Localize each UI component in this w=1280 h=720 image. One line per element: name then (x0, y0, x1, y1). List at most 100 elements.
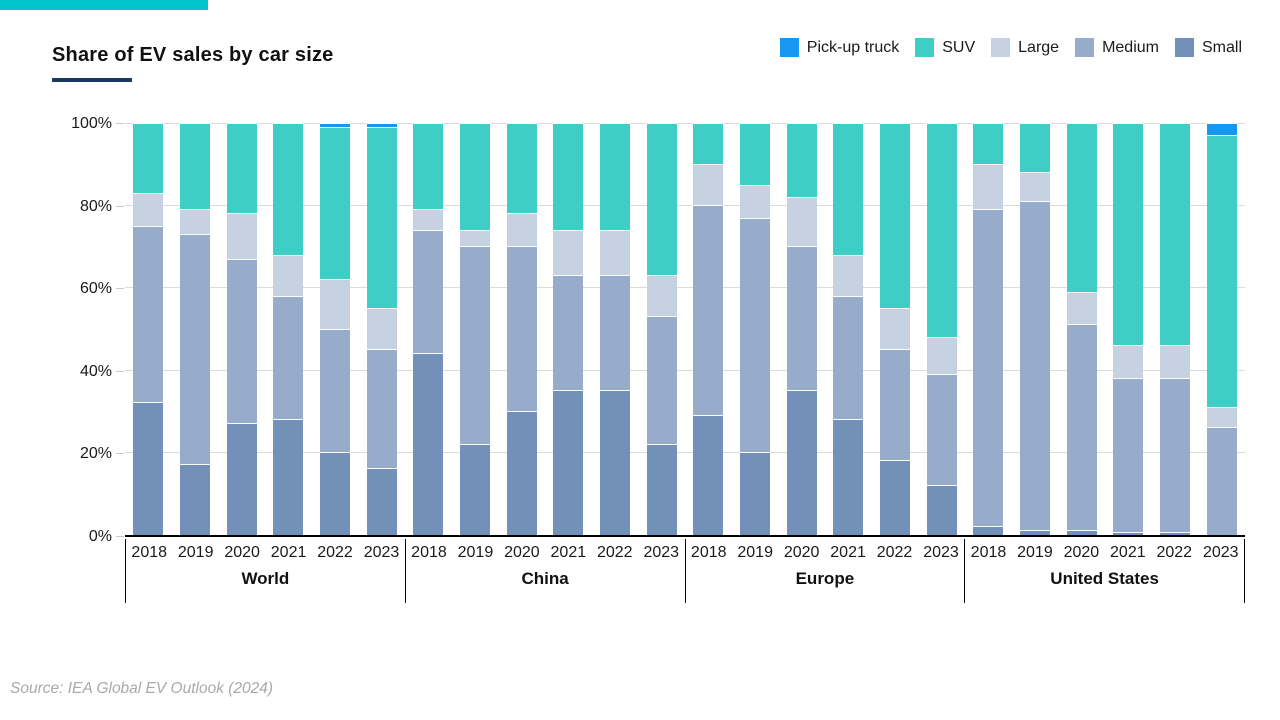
year-label: 2020 (224, 544, 260, 561)
bar-china-2021 (553, 124, 584, 535)
segment-large (226, 214, 257, 260)
segment-medium (179, 234, 210, 466)
bar-europe-2021 (833, 124, 864, 535)
gridline (125, 287, 1245, 289)
segment-large (1019, 173, 1050, 203)
bar-europe-2022 (879, 124, 910, 535)
label-block-united-states: 2018 2019 2020 2021 2022 2023 United States (964, 539, 1245, 603)
segment-medium (973, 210, 1004, 527)
bar-europe-2018 (693, 124, 724, 535)
segment-small (973, 526, 1004, 535)
segment-small (1159, 532, 1190, 535)
gridline (125, 205, 1245, 207)
legend-label: Large (1018, 38, 1060, 56)
segment-medium (879, 350, 910, 462)
suv-swatch-icon (915, 38, 935, 57)
year-label: 2019 (177, 544, 214, 561)
segment-medium (553, 276, 584, 392)
bar-group-united-states (965, 124, 1245, 535)
segment-suv (133, 124, 164, 194)
segment-suv (1066, 124, 1097, 293)
y-tick-label: 0% (88, 528, 112, 545)
gridline (125, 123, 1245, 124)
segment-small (1019, 530, 1050, 535)
segment-suv (693, 124, 724, 166)
segment-medium (413, 230, 444, 355)
legend-label: Medium (1102, 38, 1159, 56)
segment-suv (599, 124, 630, 231)
segment-small (693, 415, 724, 535)
year-label: 2023 (923, 544, 959, 561)
group-label: China (521, 569, 569, 588)
years-row: 2018 2019 2020 2021 2022 2023 (965, 544, 1244, 562)
bar-china-2018 (413, 124, 444, 535)
group-label: Europe (795, 569, 855, 588)
segment-small (413, 354, 444, 535)
segment-small (179, 465, 210, 535)
segment-suv (879, 124, 910, 309)
years-row: 2018 2019 2020 2021 2022 2023 (126, 544, 405, 562)
y-tick-mark-icon (116, 453, 124, 455)
label-block-world: 2018 2019 2020 2021 2022 2023 World (125, 539, 405, 603)
segment-medium (226, 259, 257, 425)
segment-large (506, 214, 537, 248)
year-label: 2018 (131, 544, 168, 561)
year-label: 2021 (1110, 544, 1146, 561)
segment-large (413, 210, 444, 231)
year-label: 2020 (1063, 544, 1100, 561)
y-tick-label: 100% (71, 115, 112, 132)
bar-world-2021 (273, 124, 304, 535)
bar-world-2019 (179, 124, 210, 535)
y-tick-mark-icon (116, 288, 124, 290)
segment-large (833, 255, 864, 297)
segment-large (1159, 345, 1190, 379)
segment-small (739, 452, 770, 535)
bar-united-states-2022 (1159, 124, 1190, 535)
y-tick-mark-icon (116, 370, 124, 372)
bar-europe-2020 (786, 124, 817, 535)
legend-item-small: Small (1174, 38, 1242, 57)
bar-world-2018 (133, 124, 164, 535)
segment-medium (646, 317, 677, 445)
segment-medium (926, 374, 957, 486)
segment-medium (1113, 378, 1144, 533)
segment-medium (1066, 325, 1097, 531)
page-title: Share of EV sales by car size (52, 44, 334, 66)
label-block-china: 2018 2019 2020 2021 2022 2023 China (404, 539, 685, 603)
year-label: 2019 (1017, 544, 1053, 561)
segment-medium (599, 276, 630, 392)
segment-small (1066, 530, 1097, 535)
segment-large (693, 165, 724, 207)
segment-suv (553, 124, 584, 231)
segment-medium (133, 226, 164, 404)
medium-swatch-icon (1075, 38, 1095, 57)
year-label: 2022 (317, 544, 353, 561)
segment-small (133, 403, 164, 535)
segment-small (226, 424, 257, 535)
legend-item-pickup-truck: Pick-up truck (779, 38, 899, 57)
year-label: 2022 (1156, 544, 1193, 561)
y-tick-label: 60% (79, 280, 112, 298)
segment-small (366, 469, 397, 535)
legend-item-medium: Medium (1075, 38, 1159, 57)
segment-suv (926, 124, 957, 338)
y-tick-label: 20% (79, 445, 112, 463)
segment-medium (506, 247, 537, 412)
segment-large (1066, 292, 1097, 326)
segment-medium (693, 206, 724, 416)
y-tick-label: 80% (79, 197, 112, 215)
bar-europe-2019 (739, 124, 770, 535)
segment-medium (366, 350, 397, 470)
year-label: 2021 (550, 544, 587, 561)
bar-china-2019 (459, 124, 490, 535)
segment-small (1113, 532, 1144, 535)
year-label: 2023 (1202, 544, 1239, 561)
segment-large (179, 210, 210, 235)
bar-world-2023 (366, 124, 397, 535)
segment-suv (459, 124, 490, 231)
legend-label: Small (1201, 38, 1242, 56)
segment-large (646, 276, 677, 318)
segment-pick-up-truck (1206, 124, 1237, 137)
bar-china-2023 (646, 124, 677, 535)
segment-suv (506, 124, 537, 215)
